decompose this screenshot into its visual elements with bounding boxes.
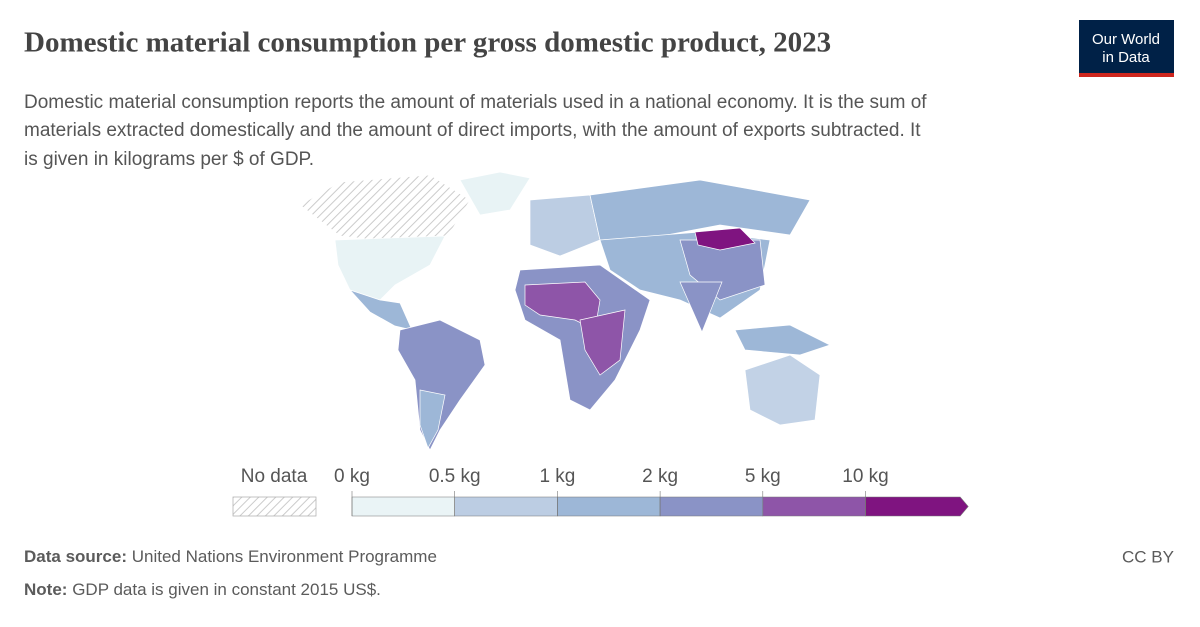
logo-text[interactable]: in Data (1102, 49, 1150, 66)
region[interactable] (397, 319, 486, 451)
region[interactable] (679, 281, 723, 333)
logo-box[interactable] (1079, 20, 1174, 77)
legend-bin (351, 496, 455, 517)
note-text: GDP data is given in constant 2015 US$. (72, 580, 381, 599)
region[interactable] (579, 309, 626, 376)
region[interactable] (744, 354, 821, 426)
subtitle: Domestic material consumption reports th… (24, 92, 927, 113)
legend-tick-label: 10 kg (842, 466, 888, 487)
legend-bin (762, 496, 866, 517)
note-label: Note: (24, 580, 67, 599)
region[interactable] (694, 227, 756, 251)
region[interactable] (419, 389, 446, 449)
world-map (299, 171, 831, 451)
source: Data source: United Nations Environment … (24, 547, 437, 566)
legend-tick-label: 1 kg (539, 466, 575, 487)
note: Note: GDP data is given in constant 2015… (24, 580, 381, 599)
logo-bar (1079, 73, 1174, 77)
region[interactable] (734, 324, 831, 356)
legend-tick-label: 5 kg (745, 466, 781, 487)
title: Domestic material consumption per gross … (24, 27, 831, 59)
legend-bin (865, 496, 969, 517)
region[interactable] (299, 174, 471, 243)
legend-no-data-label: No data (241, 466, 308, 487)
legend: No data 0 kg 0.5 kg 1 kg 2 kg 5 kg 10 kg (232, 466, 969, 517)
legend-bin (557, 496, 661, 517)
subtitle: is given in kilograms per $ of GDP. (24, 149, 314, 170)
region[interactable] (459, 171, 531, 216)
subtitle: materials extracted domestically and the… (24, 120, 921, 141)
region[interactable] (334, 235, 446, 301)
legend-bin (659, 496, 764, 517)
legend-tick-label: 0.5 kg (429, 466, 481, 487)
legend-no-data-swatch (232, 496, 317, 517)
logo-text[interactable]: Our World (1092, 31, 1160, 48)
region[interactable] (589, 179, 811, 241)
legend-tick-label: 2 kg (642, 466, 678, 487)
source-text: United Nations Environment Programme (132, 547, 437, 566)
license[interactable]: CC BY (1122, 547, 1174, 566)
legend-bin (454, 496, 558, 517)
legend-tick-label: 0 kg (334, 466, 370, 487)
region[interactable] (529, 194, 601, 257)
logo[interactable]: Our World in Data (1079, 20, 1174, 77)
source-label: Data source: (24, 547, 127, 566)
